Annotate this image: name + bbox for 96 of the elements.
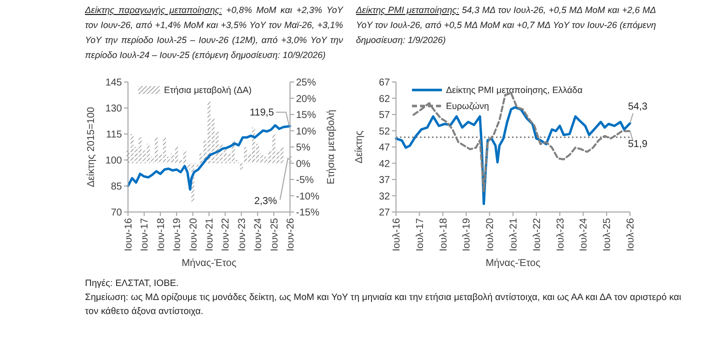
bar [240,163,243,170]
x-tick-label: Ιουν-21 [204,218,216,252]
bar [154,137,158,164]
bar [216,130,219,164]
x-tick-label: Ιουν-23 [236,218,248,252]
y2-tick-label: 10% [296,126,316,138]
bar [179,160,182,164]
y-tick-label: 52 [378,126,390,138]
bar [199,154,202,164]
legend-label: Ετήσια μεταβολή (ΔΑ) [164,85,252,96]
y2-tick-label: 20% [296,94,316,105]
annotation: 51,9 [628,139,648,150]
bar [162,137,166,164]
chart-title: Δείκτης PMI μεταποίησης: [356,5,460,15]
bar [212,118,215,164]
y-tick-label: 62 [378,94,390,105]
y2-tick-label: 25% [296,78,316,88]
y-tick-label: 57 [378,110,390,121]
x-tick-label: Ιουν-26 [286,218,296,252]
text: Σημείωση: ως ΜΔ ορίζουμε τις μονάδες δείκτη, ως MoM και YoY τη μηνιαία και την ετήσια μεταβολή αντίστοιχα, και ως ΑΑ και ΔΑ τον αριστερό και τον κάθετο άξονα αντίστοιχα. [85,291,682,318]
x-tick-label: Ιουλ-16 [392,218,402,252]
annotation: 119,5 [250,108,274,119]
bar [175,147,178,164]
bar [138,137,142,164]
bar [272,134,276,164]
y2-axis-title: Ετήσια μεταβολή [326,110,337,184]
bar [252,128,256,164]
x-tick-label: Ιουλ-19 [462,218,473,252]
bar [146,144,150,164]
legend-label: Ευρωζώνη [446,101,489,112]
line-series [126,124,292,191]
x-tick-label: Ιουλ-24 [578,218,590,252]
x-tick-label: Ιουλ-18 [438,218,450,252]
x-tick-label: Ιουλ-23 [555,218,566,252]
bar [158,154,162,164]
y-tick-label: 130 [105,104,122,114]
y2-tick-label: 0% [296,158,311,170]
y-axis-title: Δείκτης [354,130,365,164]
x-tick-label: Ιουλ-21 [508,218,520,252]
bar [187,163,190,170]
x-tick-label: Ιουλ-26 [626,218,636,252]
annotation: 54,3 [628,101,648,112]
bar [183,150,186,164]
x-tick-label: Ιουλ-17 [414,218,426,252]
x-axis-title: Μήνας-Έτος [486,258,541,269]
y2-tick-label: 15% [296,110,316,121]
bar [276,150,280,164]
chart-title: Δείκτης παραγωγής μεταποίησης: [85,5,222,15]
y-tick-label: 85 [110,182,122,192]
bar [268,150,272,164]
bar [228,154,231,164]
y-tick-label: 100 [105,156,122,166]
y-tick-label: 67 [378,78,390,88]
bar [236,160,239,164]
x-axis-title: Μήνας-Έτος [182,258,237,269]
legend-label: Δείκτης PMI μεταποίησης, Ελλάδα [446,85,583,96]
bar [280,147,284,164]
y2-tick-label: 5% [296,142,311,154]
y2-tick-label: -5% [296,175,314,186]
x-tick-label: Ιουν-24 [253,218,264,252]
bar [244,147,247,164]
data-label: 2,3% [254,196,278,207]
x-tick-label: Ιουν-17 [140,218,151,252]
bar [167,156,170,164]
y2-tick-label: -10% [296,191,320,202]
bar [142,150,146,164]
x-tick-label: Ιουλ-20 [485,218,496,252]
y-tick-label: 70 [110,208,122,218]
bar [195,163,198,166]
bar [248,154,251,164]
y-axis-title: Δείκτης 2015=100 [86,106,97,188]
x-tick-label: Ιουν-18 [156,218,167,252]
x-tick-label: Ιουν-16 [124,218,134,252]
y-tick-label: 115 [106,130,122,140]
bar [256,144,260,164]
y-tick-label: 27 [378,208,390,218]
x-tick-label: Ιουν-20 [188,218,200,252]
y2-tick-label: -15% [296,208,320,218]
y-tick-label: 37 [378,175,390,186]
y-tick-label: 47 [378,142,390,154]
bar [130,134,134,164]
x-tick-label: Ιουλ-25 [602,218,614,252]
bar [208,102,210,164]
x-tick-label: Ιουν-19 [172,218,184,252]
bar [150,156,154,164]
bar [260,154,264,164]
x-tick-label: Ιουλ-22 [532,218,543,252]
bar [264,156,268,164]
y-tick-label: 42 [378,158,390,170]
y-tick-label: 32 [378,191,390,202]
x-tick-label: Ιουν-25 [269,218,280,252]
bar [134,147,138,164]
bar [170,154,174,164]
x-tick-label: Ιουν-22 [220,218,232,252]
y-tick-label: 145 [105,78,122,88]
text: Πηγές: ΕΛΣΤΑΤ, IOBE. [85,277,180,290]
